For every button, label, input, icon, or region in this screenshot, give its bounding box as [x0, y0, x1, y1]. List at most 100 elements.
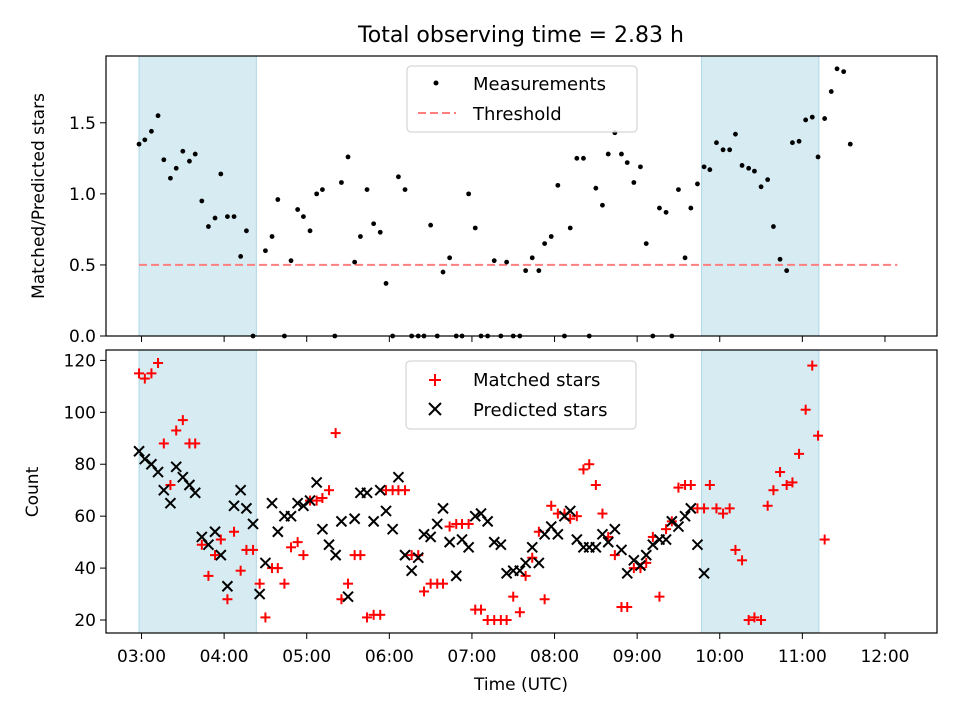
matched-point [622, 602, 633, 613]
predicted-point [450, 570, 462, 582]
predicted-point [259, 557, 272, 569]
y-tick-label: 0.5 [69, 256, 96, 276]
matched-point [520, 570, 531, 581]
predicted-point [240, 502, 253, 515]
predicted-point [621, 567, 633, 579]
matched-point [134, 368, 145, 379]
x-tick-label: 07:00 [447, 647, 496, 667]
x-axis-label: Time (UTC) [473, 675, 568, 695]
measurement-point [269, 234, 275, 239]
measurement-point [529, 255, 535, 261]
predicted-point [672, 520, 685, 533]
matched-point [254, 578, 265, 589]
legend-measurements-label: Measurements [473, 74, 606, 95]
matched-point [286, 542, 297, 553]
matched-point [768, 485, 779, 496]
top-axis-ticks: 0.0 0.5 1.0 1.5 [69, 114, 886, 347]
measurement-point [212, 215, 218, 221]
x-tick-label: 03:00 [117, 647, 166, 667]
predicted-point [335, 515, 348, 528]
matched-point [813, 430, 824, 441]
matched-point [539, 594, 550, 605]
matched-point [229, 526, 240, 537]
x-tick-label: 09:00 [613, 647, 662, 667]
matched-point [673, 482, 684, 493]
measurement-point [676, 187, 681, 193]
measurement-point [631, 180, 637, 185]
measurement-point [364, 187, 370, 193]
predicted-point [424, 531, 437, 543]
predicted-point [666, 515, 678, 528]
predicted-point [348, 513, 361, 525]
measurement-point [187, 158, 192, 164]
bottom-axis-ticks: 03:00 04:00 05:00 06:00 07:00 08:00 09:00 10:00… [64, 351, 910, 667]
predicted-point [272, 526, 284, 538]
matched-point [699, 503, 710, 514]
measurement-point [542, 241, 548, 247]
measurement-point [428, 222, 434, 228]
matched-point [165, 480, 176, 491]
measurement-point [440, 269, 446, 275]
measurement-point [809, 114, 815, 120]
measurement-point [746, 165, 752, 171]
predicted-point [514, 564, 526, 577]
measurement-point [638, 164, 643, 170]
predicted-point [634, 559, 647, 572]
matched-point [146, 368, 157, 379]
measurement-point [192, 151, 198, 157]
predicted-point [189, 487, 201, 499]
predicted-point [221, 580, 234, 592]
measurement-point [377, 229, 383, 235]
chart-title: Total observing time = 2.83 h [357, 23, 684, 48]
predicted-point [615, 544, 628, 556]
predicted-point [228, 500, 240, 512]
predicted-point [291, 497, 304, 509]
x-tick-label: 04:00 [200, 647, 249, 667]
measurement-point [168, 175, 173, 181]
predicted-point [405, 564, 418, 577]
predicted-point [443, 536, 456, 548]
matched-point [438, 578, 449, 589]
predicted-point [495, 539, 507, 551]
y-tick-label: 40 [74, 559, 96, 579]
predicted-point [323, 539, 335, 551]
measurements-series [136, 66, 853, 339]
measurement-point [752, 168, 757, 174]
measurement-point [523, 268, 529, 274]
measurement-point [555, 182, 561, 188]
matched-point [597, 508, 608, 519]
matched-point [546, 500, 557, 511]
measurement-point [142, 137, 148, 143]
measurement-point [307, 228, 313, 234]
matched-point [292, 537, 303, 548]
predicted-point [152, 466, 164, 478]
matched-point [222, 594, 233, 605]
matched-point [235, 565, 246, 576]
matched-point [794, 448, 805, 459]
measurement-point [371, 221, 377, 227]
predicted-point [552, 528, 564, 541]
bottom-panel: 03:00 04:00 05:00 06:00 07:00 08:00 09:00 10:00… [23, 349, 938, 695]
measurement-point [758, 184, 764, 190]
matched-point [787, 477, 798, 488]
matched-point [317, 492, 328, 503]
matched-point [419, 586, 430, 597]
measurement-point [567, 225, 573, 231]
predicted-point [253, 588, 266, 600]
matched-point [279, 578, 290, 589]
measurement-point [605, 151, 611, 157]
measurement-point [714, 140, 719, 146]
matched-point [444, 521, 455, 532]
y-tick-label: 20 [74, 611, 96, 631]
matched-point [819, 534, 830, 545]
matched-point [375, 609, 386, 620]
matched-point [463, 518, 474, 529]
matched-point [330, 428, 341, 439]
matched-point [584, 459, 595, 470]
bottom-legend-box [405, 360, 637, 430]
matched-point [343, 578, 354, 589]
matched-point [158, 438, 169, 449]
measurement-point [314, 191, 320, 197]
predicted-point [469, 510, 481, 522]
